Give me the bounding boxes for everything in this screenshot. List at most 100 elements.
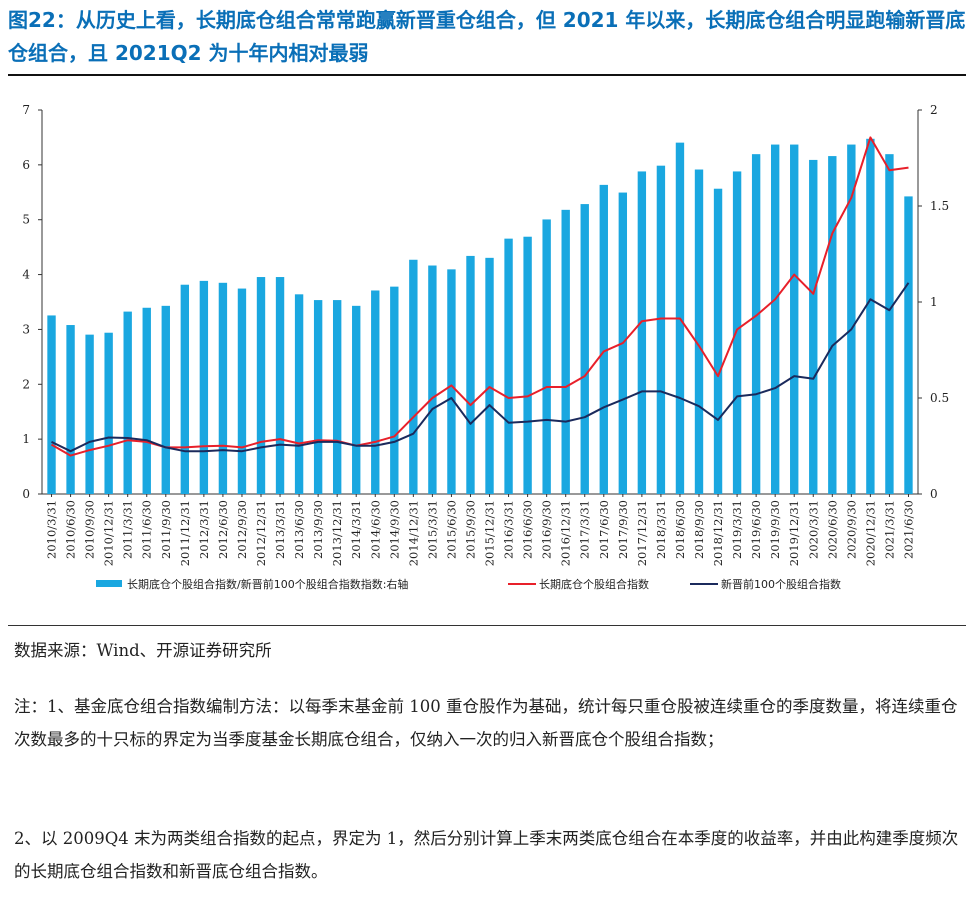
bar bbox=[218, 282, 228, 494]
x-axis-tick-label: 2013/6/30 bbox=[292, 500, 306, 559]
right-axis-tick-label: 1 bbox=[930, 295, 938, 309]
bar bbox=[542, 219, 551, 494]
x-axis-tick-label: 2016/6/30 bbox=[521, 500, 535, 559]
bar bbox=[770, 144, 780, 494]
x-axis-tick-label: 2012/3/31 bbox=[197, 500, 211, 559]
right-axis-tick-label: 2 bbox=[930, 103, 938, 117]
bar bbox=[256, 277, 266, 494]
bar bbox=[447, 269, 456, 494]
bar bbox=[694, 169, 704, 494]
bar bbox=[428, 265, 437, 494]
x-axis-tick-label: 2012/12/31 bbox=[254, 500, 268, 566]
x-axis-tick-label: 2018/3/31 bbox=[654, 500, 668, 559]
bar bbox=[275, 277, 285, 494]
right-axis-tick-label: 0.5 bbox=[930, 391, 949, 405]
x-axis-tick-label: 2019/9/30 bbox=[768, 500, 782, 559]
note-1: 注：1、基金底仓组合指数编制方法：以每季末基金前 100 重仓股作为基础，统计每… bbox=[14, 697, 958, 749]
bar bbox=[104, 332, 113, 494]
bar bbox=[713, 188, 723, 494]
left-axis-tick-label: 1 bbox=[22, 432, 30, 446]
bar bbox=[847, 144, 856, 494]
x-axis-tick-label: 2014/3/31 bbox=[349, 500, 363, 559]
x-axis-tick-label: 2016/3/31 bbox=[502, 500, 516, 559]
x-axis-tick-label: 2020/9/30 bbox=[844, 500, 858, 559]
legend-swatch-bar bbox=[96, 580, 122, 587]
x-axis-tick-label: 2017/12/31 bbox=[635, 500, 649, 566]
bar bbox=[47, 315, 56, 494]
chart: 0 1 2 3 4 5 6 7 0 0.5 1 1.5 2 2010/3/31 2010/6/30 2010/… bbox=[22, 103, 949, 591]
bar bbox=[294, 294, 304, 494]
x-axis-tick-label: 2014/12/31 bbox=[406, 500, 420, 566]
left-axis-tick-label: 3 bbox=[22, 322, 30, 336]
bar bbox=[504, 238, 513, 494]
legend: 长期底仓个股组合指数/新晋前100个股组合指数指数:右轴 长期底仓个股组合指数 新晋… bbox=[96, 577, 841, 591]
x-axis-tick-label: 2010/9/30 bbox=[83, 500, 97, 559]
bar bbox=[313, 300, 323, 494]
bar bbox=[237, 288, 247, 494]
left-axis-tick-label: 7 bbox=[22, 103, 30, 117]
bar bbox=[390, 286, 399, 494]
bar bbox=[371, 290, 380, 494]
x-axis-tick-label: 2019/3/31 bbox=[730, 500, 744, 559]
bar bbox=[866, 138, 875, 495]
chart-axes bbox=[38, 109, 922, 497]
source-divider bbox=[8, 625, 966, 626]
bar bbox=[85, 334, 94, 494]
x-axis-tick-label: 2013/12/31 bbox=[330, 500, 344, 566]
x-axis-tick-label: 2014/6/30 bbox=[368, 500, 382, 559]
bar bbox=[790, 144, 799, 494]
bar bbox=[180, 284, 190, 494]
x-axis-tick-label: 2019/12/31 bbox=[787, 500, 801, 566]
left-axis-tick-label: 4 bbox=[22, 268, 30, 282]
x-axis-tick-label: 2014/9/30 bbox=[387, 500, 401, 559]
x-axis-tick-label: 2015/9/30 bbox=[463, 500, 477, 559]
x-axis-tick-label: 2021/3/31 bbox=[882, 500, 896, 559]
x-axis-tick-label: 2020/6/30 bbox=[825, 500, 839, 559]
x-axis-tick-label: 2012/6/30 bbox=[216, 500, 230, 559]
bar bbox=[523, 236, 532, 494]
bar bbox=[904, 196, 913, 494]
left-axis-tick-label: 2 bbox=[22, 377, 30, 391]
x-axis-tick-label: 2011/12/31 bbox=[178, 500, 192, 566]
x-axis-tick-label: 2015/6/30 bbox=[444, 500, 458, 559]
bar bbox=[161, 305, 170, 494]
x-axis-tick-label: 2017/6/30 bbox=[597, 500, 611, 559]
x-axis-tick-label: 2010/3/31 bbox=[45, 500, 59, 559]
bar bbox=[466, 255, 475, 494]
new-entry-index-line bbox=[51, 282, 910, 453]
x-axis-tick-label: 2020/3/31 bbox=[806, 500, 820, 559]
bar bbox=[809, 159, 818, 495]
x-axis-tick-label: 2020/12/31 bbox=[863, 500, 877, 566]
left-axis-tick-label: 6 bbox=[22, 158, 30, 172]
x-axis-tick-label: 2018/6/30 bbox=[673, 500, 687, 559]
legend-label: 新晋前100个股组合指数 bbox=[721, 577, 841, 591]
bar bbox=[485, 257, 494, 494]
bar bbox=[66, 325, 75, 494]
x-axis-tick-label: 2011/9/30 bbox=[159, 500, 173, 559]
bar-series bbox=[47, 138, 913, 495]
x-axis-tick-label: 2015/3/31 bbox=[425, 500, 439, 559]
x-axis-tick-label: 2010/12/31 bbox=[102, 500, 116, 566]
x-axis-tick-label: 2012/9/30 bbox=[235, 500, 249, 559]
bar bbox=[732, 171, 742, 494]
bar bbox=[561, 209, 570, 494]
bar bbox=[751, 154, 761, 494]
x-axis-tick-label: 2011/6/30 bbox=[140, 500, 154, 559]
x-axis-tick-label: 2018/12/31 bbox=[711, 500, 725, 566]
x-axis-tick-label: 2010/6/30 bbox=[64, 500, 78, 559]
legend-label: 长期底仓个股组合指数 bbox=[539, 577, 649, 591]
figure-title: 图22：从历史上看，长期底仓组合常常跑赢新晋重仓组合，但 2021 年以来，长期… bbox=[8, 8, 966, 65]
left-axis-tick-label: 5 bbox=[22, 213, 30, 227]
x-axis-tick-label: 2017/3/31 bbox=[578, 500, 592, 559]
bar bbox=[637, 171, 647, 494]
left-axis-tick-label: 0 bbox=[22, 487, 30, 501]
x-axis-tick-label: 2017/9/30 bbox=[616, 500, 630, 559]
title-divider bbox=[8, 74, 966, 76]
right-axis-tick-label: 1.5 bbox=[930, 199, 949, 213]
bar bbox=[599, 184, 608, 494]
bar bbox=[123, 311, 132, 494]
bar bbox=[885, 154, 894, 494]
x-axis-tick-label: 2019/6/30 bbox=[749, 500, 763, 559]
bar bbox=[409, 259, 418, 494]
note-2: 2、以 2009Q4 末为两类组合指数的起点，界定为 1，然后分别计算上季末两类… bbox=[14, 829, 959, 881]
